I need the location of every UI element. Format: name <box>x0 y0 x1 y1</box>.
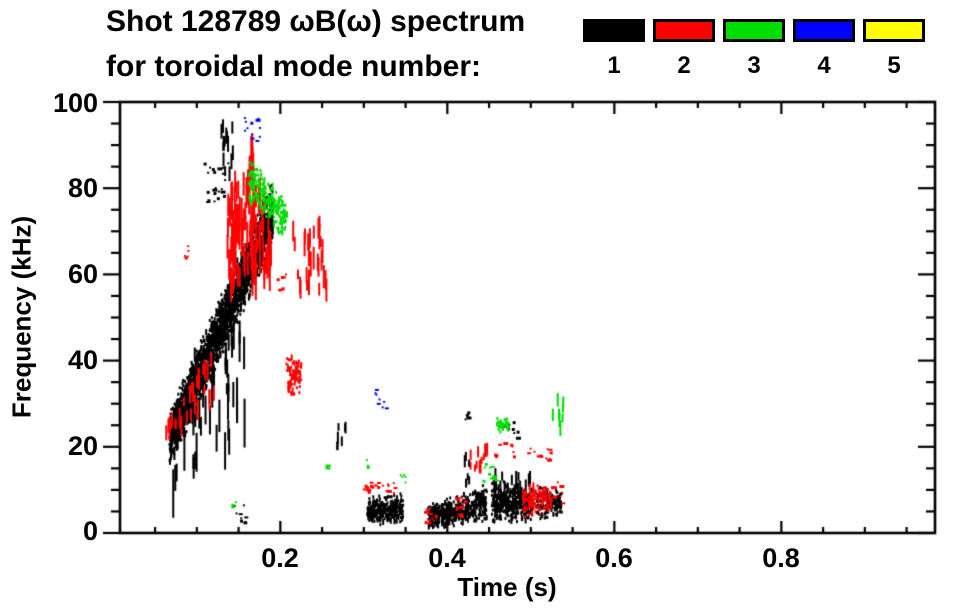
legend-swatch-mode-1 <box>583 19 645 42</box>
legend-label-mode-1: 1 <box>607 52 621 79</box>
y-tick-label-40: 40 <box>67 345 98 375</box>
legend-label-mode-2: 2 <box>677 52 691 79</box>
y-axis-title: Frequency (kHz) <box>6 215 37 419</box>
legend-label-mode-3: 3 <box>747 52 761 79</box>
x-tick-label-0-2: 0.2 <box>261 543 299 573</box>
chart-title-line1: Shot 128789 ωB(ω) spectrum <box>106 5 526 38</box>
x-tick-label-0-4: 0.4 <box>428 543 466 573</box>
y-tick-label-100: 100 <box>52 88 98 118</box>
y-tick-label-0: 0 <box>82 516 98 546</box>
x-tick-label-0-8: 0.8 <box>762 543 800 573</box>
legend-label-mode-4: 4 <box>817 52 831 79</box>
y-tick-label-20: 20 <box>67 431 98 461</box>
legend-swatch-mode-4 <box>793 19 855 42</box>
y-tick-label-60: 60 <box>67 259 98 289</box>
x-axis-title: Time (s) <box>457 572 557 602</box>
chart-title-line2: for toroidal mode number: <box>106 50 481 83</box>
x-tick-label-0-6: 0.6 <box>595 543 633 573</box>
legend-swatch-mode-5 <box>863 19 925 42</box>
legend-label-mode-5: 5 <box>887 52 901 79</box>
legend-swatch-mode-3 <box>723 19 785 42</box>
legend-swatch-mode-2 <box>653 19 715 42</box>
y-tick-label-80: 80 <box>67 173 98 203</box>
